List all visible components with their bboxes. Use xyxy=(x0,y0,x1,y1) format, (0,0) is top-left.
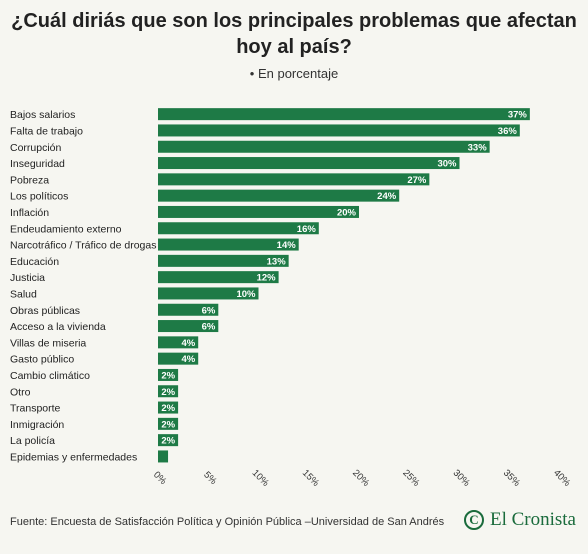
bar xyxy=(158,140,490,153)
data-label: 13% xyxy=(267,256,287,267)
data-label: 33% xyxy=(468,142,488,153)
data-label: 20% xyxy=(337,207,357,218)
x-tick-label: 35% xyxy=(501,468,523,490)
data-label: 4% xyxy=(181,338,195,349)
bar xyxy=(158,124,520,137)
chart-title: ¿Cuál diriás que son los principales pro… xyxy=(11,10,577,58)
data-label: 4% xyxy=(181,354,195,365)
bar xyxy=(158,254,289,267)
bar xyxy=(158,401,179,414)
category-label: Acceso a la vivienda xyxy=(10,321,106,333)
data-label: 10% xyxy=(236,289,256,300)
category-label: Endeudamiento externo xyxy=(10,223,122,235)
bar xyxy=(158,173,430,186)
data-label: 12% xyxy=(257,273,277,284)
category-label: La policía xyxy=(10,435,55,447)
category-label: Falta de trabajo xyxy=(10,125,83,137)
bar xyxy=(158,434,179,447)
data-label: 2% xyxy=(161,436,175,447)
bar xyxy=(158,189,400,202)
category-label: Educación xyxy=(10,256,59,268)
data-label: 2% xyxy=(161,370,175,381)
data-label: 16% xyxy=(297,224,317,235)
category-label: Corrupción xyxy=(10,142,62,154)
x-tick-label: 15% xyxy=(300,468,322,490)
x-tick-label: 5% xyxy=(201,469,219,487)
cronista-logo-icon: C xyxy=(463,510,484,530)
bar xyxy=(158,271,279,284)
category-label: Villas de miseria xyxy=(10,337,86,349)
brand-name: El Cronista xyxy=(489,509,576,530)
chart-subtitle: • En porcentaje xyxy=(249,66,339,81)
category-label: Otro xyxy=(10,386,31,398)
category-label: Inmigración xyxy=(10,419,64,431)
category-label: Los políticos xyxy=(10,191,68,203)
x-tick-label: 20% xyxy=(350,468,372,490)
category-label: Obras públicas xyxy=(10,305,80,317)
bar xyxy=(158,385,179,398)
category-label: Narcotráfico / Tráfico de drogas xyxy=(10,240,156,252)
category-label: Transporte xyxy=(10,403,61,415)
bar xyxy=(158,336,199,349)
bar xyxy=(158,157,460,170)
bar xyxy=(158,368,179,381)
data-label: 37% xyxy=(508,110,528,121)
x-tick-label: 25% xyxy=(400,468,422,490)
category-label: Bajos salarios xyxy=(10,109,75,121)
data-label: 36% xyxy=(498,126,518,137)
data-label: 30% xyxy=(437,159,457,170)
data-label: 14% xyxy=(277,240,297,251)
x-tick-label: 10% xyxy=(250,468,272,490)
category-label: Justicia xyxy=(10,272,45,284)
data-label: 2% xyxy=(161,403,175,414)
bar xyxy=(158,205,359,218)
x-tick-label: 40% xyxy=(551,468,573,490)
x-tick-label: 0% xyxy=(151,469,169,487)
bar-chart: Bajos salarios 37% Falta de trabajo 36% Corr… xyxy=(10,108,573,490)
bar xyxy=(158,352,199,365)
category-label: Inseguridad xyxy=(10,158,65,170)
bar xyxy=(158,320,219,333)
bar xyxy=(158,108,530,121)
category-label: Epidemias y enfermedades xyxy=(10,451,137,463)
data-label: 2% xyxy=(161,387,175,398)
bar xyxy=(158,222,319,235)
bar xyxy=(158,417,179,430)
bar xyxy=(158,450,169,463)
brand-logo: C El Cronista xyxy=(463,509,576,531)
bar xyxy=(158,303,219,316)
category-label: Pobreza xyxy=(10,174,49,186)
category-label: Gasto público xyxy=(10,354,74,366)
bar xyxy=(158,287,259,300)
category-label: Cambio climático xyxy=(10,370,90,382)
data-label: 27% xyxy=(407,175,427,186)
data-label: 6% xyxy=(202,305,216,316)
data-label: 24% xyxy=(377,191,397,202)
category-label: Inflación xyxy=(10,207,49,219)
data-label: 6% xyxy=(202,322,216,333)
bar xyxy=(158,238,299,251)
x-tick-label: 30% xyxy=(451,468,473,490)
source-footer: Fuente: Encuesta de Satisfacción Polític… xyxy=(10,516,445,528)
data-label: 2% xyxy=(161,419,175,430)
category-label: Salud xyxy=(10,288,37,300)
